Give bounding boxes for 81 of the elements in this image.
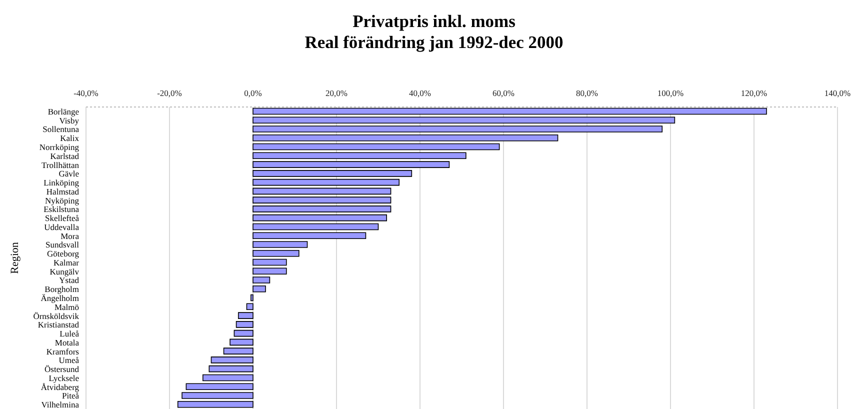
bar [252, 134, 558, 142]
y-axis-title: Region [9, 242, 21, 274]
bar [252, 276, 270, 284]
x-tick-label: 0,0% [244, 88, 262, 98]
bar [252, 178, 400, 186]
bar [252, 116, 676, 124]
y-tick-label: Ängelholm [40, 292, 80, 303]
bar [223, 348, 254, 354]
bar [250, 294, 254, 302]
chart-title: Privatpris inkl. moms [352, 11, 516, 31]
bar [186, 383, 254, 390]
y-tick-label: Kalix [60, 133, 80, 144]
bar [246, 303, 254, 310]
bar [252, 241, 308, 248]
y-tick-label: Karlstad [50, 150, 80, 161]
bar [202, 374, 254, 382]
bar [252, 196, 392, 204]
bar [252, 161, 450, 168]
y-tick-label: Eskilstuna [44, 204, 80, 214]
bar [182, 392, 254, 399]
y-tick-label: Kungälv [50, 266, 80, 276]
chart-subtitle: Real förändring jan 1992-dec 2000 [304, 32, 564, 52]
bar [252, 232, 366, 239]
bar [252, 188, 392, 195]
bar [230, 338, 254, 346]
y-tick-label: Linköping [44, 178, 80, 188]
y-tick-label: Örnsköldsvik [33, 310, 80, 321]
bar [252, 152, 466, 160]
bar [210, 356, 254, 364]
y-tick-label: Visby [59, 115, 80, 126]
bar [208, 365, 254, 372]
y-tick-label: Umeå [58, 355, 80, 366]
bar [252, 108, 767, 115]
bar [252, 170, 412, 177]
x-tick-label: 100,0% [657, 88, 684, 98]
y-tick-label: Vilhelmina [41, 400, 80, 409]
y-tick-label: Göteborg [47, 248, 80, 259]
bar [252, 143, 500, 150]
y-tick-label: Halmstad [46, 186, 80, 196]
bar [252, 285, 266, 292]
y-tick-label: Borlänge [48, 106, 80, 116]
y-tick-label: Trollhättan [42, 160, 80, 170]
bar [252, 268, 287, 275]
x-tick-label: 140,0% [824, 88, 851, 98]
y-tick-label: Sollentuna [42, 124, 80, 134]
x-tick-label: 40,0% [409, 88, 431, 98]
bar [177, 400, 254, 408]
y-tick-label: Lycksele [48, 372, 80, 383]
x-tick-label: -20,0% [157, 88, 182, 98]
y-tick-label: Mora [60, 230, 80, 241]
x-tick-label: 60,0% [492, 88, 514, 98]
bar [238, 312, 254, 319]
y-tick-label: Luleå [60, 328, 80, 339]
y-tick-label: Piteå [62, 390, 80, 401]
bar [252, 126, 663, 132]
y-tick-label: Norrköping [39, 142, 80, 152]
y-tick-label: Kristianstad [38, 320, 80, 330]
bar [252, 214, 387, 222]
x-tick-label: 120,0% [740, 88, 768, 98]
y-tick-label: Nyköping [45, 195, 80, 206]
y-tick-label: Östersund [44, 364, 80, 374]
bar [236, 321, 254, 328]
bar [252, 250, 300, 257]
y-tick-label: Malmö [54, 302, 79, 312]
y-tick-label: Motala [54, 337, 80, 348]
bar [252, 206, 392, 212]
y-tick-label: Gävle [58, 168, 80, 179]
y-tick-label: Kramfors [46, 346, 79, 356]
y-tick-label: Ystad [59, 275, 80, 286]
y-tick-label: Uddevalla [44, 222, 80, 232]
y-tick-label: Sundsvall [45, 240, 80, 250]
x-tick-label: -40,0% [74, 88, 98, 98]
bar [252, 223, 379, 230]
x-tick-label: 20,0% [326, 88, 348, 98]
x-tick-label: 80,0% [576, 88, 598, 98]
y-tick-label: Åtvidaberg [40, 382, 80, 392]
y-tick-label: Kalmar [54, 257, 80, 268]
y-tick-label: Borgholm [44, 284, 80, 294]
y-tick-label: Skellefteå [45, 213, 80, 224]
bar [252, 258, 287, 266]
bar [234, 330, 254, 337]
